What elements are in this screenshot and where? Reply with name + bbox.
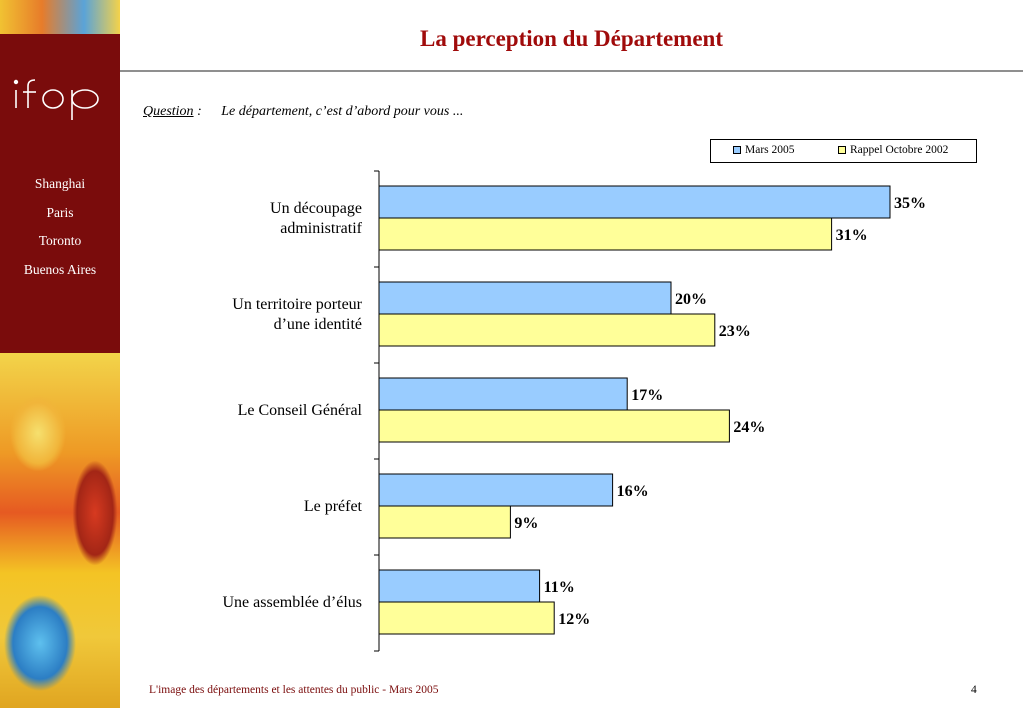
city-toronto: Toronto [38,233,82,248]
city-buenos-aires: Buenos Aires [23,261,97,277]
footer-text: L'image des départements et les attentes… [149,684,439,696]
bar-octobre-2002-4 [378,601,555,635]
bar-octobre-2002-0 [378,217,833,251]
data-label-octobre-2002-4: 12% [558,611,590,628]
chart-legend: Mars 2005 Rappel Octobre 2002 [710,139,977,163]
bar-mars-2005-4 [378,569,541,603]
legend-item-mars-2005: Mars 2005 [733,144,795,156]
category-label-2: Le Conseil Général [238,402,363,419]
question-line: Question : Le département, c’est d’abord… [143,104,463,120]
legend-label-octobre-2002: Rappel Octobre 2002 [850,144,949,156]
bar-octobre-2002-1 [378,313,716,347]
question-text: Le département, c’est d’abord pour vous … [221,104,464,119]
page-number: 4 [971,684,977,696]
category-label-1-line-0: Un territoire porteur [232,296,362,313]
category-label-0-line-0: Un découpage [270,200,362,217]
category-label-1-line-1: d’une identité [274,316,362,333]
legend-swatch-octobre-2002 [838,146,846,154]
decorative-sidebar: Shanghai Paris Toronto Buenos Aires [0,0,120,708]
bar-mars-2005-2 [378,377,628,411]
category-label-3: Le préfet [304,498,363,515]
data-label-mars-2005-3: 16% [617,483,649,500]
question-colon: : [197,104,202,119]
legend-swatch-mars-2005 [733,146,741,154]
bar-octobre-2002-2 [378,409,730,443]
slide-title: La perception du Département [419,26,724,51]
data-label-octobre-2002-0: 31% [836,227,868,244]
category-label-4: Une assemblée d’élus [222,594,362,611]
bar-octobre-2002-3 [378,505,511,539]
sidebar-artwork [0,353,120,708]
data-label-octobre-2002-2: 24% [733,419,765,436]
data-label-mars-2005-2: 17% [631,387,663,404]
city-list: Shanghai Paris Toronto Buenos Aires [0,170,120,284]
data-label-mars-2005-1: 20% [675,291,707,308]
legend-item-octobre-2002: Rappel Octobre 2002 [838,144,948,156]
data-label-mars-2005-0: 35% [894,195,926,212]
data-label-mars-2005-4: 11% [544,579,575,596]
data-label-octobre-2002-1: 23% [719,323,751,340]
bar-mars-2005-0 [378,185,891,219]
data-label-octobre-2002-3: 9% [514,515,538,532]
city-paris: Paris [46,204,74,220]
question-label: Question [143,104,194,119]
title-divider [120,70,1023,72]
legend-label-mars-2005: Mars 2005 [745,144,795,156]
category-label-0-line-1: administratif [280,220,362,237]
bar-mars-2005-1 [378,281,672,315]
ifop-logo [8,68,104,120]
bar-mars-2005-3 [378,473,614,507]
sidebar-top-artwork [0,0,120,34]
sidebar-panel [0,34,120,353]
city-shanghai: Shanghai [34,176,86,191]
